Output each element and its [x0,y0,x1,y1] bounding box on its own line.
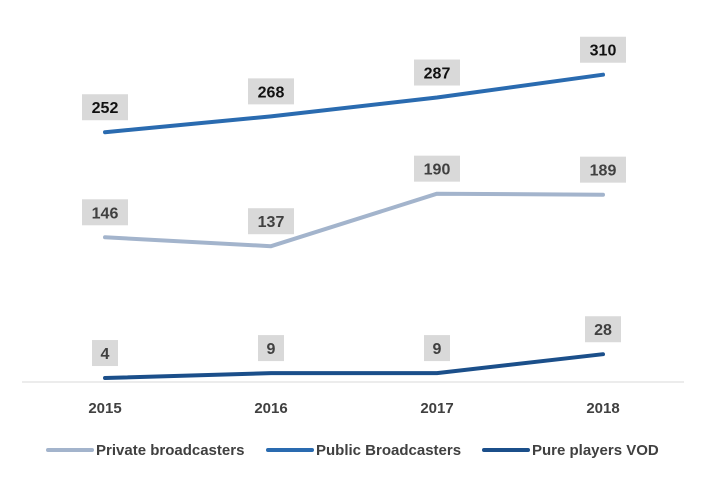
legend-item-private-broadcasters: Private broadcasters [46,442,244,459]
data-label-private-broadcasters-2018: 189 [580,156,626,183]
data-label-private-broadcasters-2015: 146 [82,199,128,226]
series-lines [103,72,605,380]
data-label-box [580,36,626,63]
data-label-box [92,340,118,367]
data-label-box [248,208,294,235]
data-label-value: 268 [258,84,285,101]
legend-item-pure-players-vod: Pure players VOD [482,442,659,459]
series-line-public-broadcasters [103,72,605,135]
data-label-value: 252 [92,100,119,117]
x-tick-label: 2018 [586,400,619,417]
data-label-box [82,94,128,121]
data-label-box [414,155,460,182]
series-line-private-broadcasters [103,191,605,249]
data-label-box [248,78,294,105]
data-label-value: 137 [258,214,285,231]
x-tick-label: 2016 [254,400,287,417]
data-label-pure-players-vod-2016: 9 [258,335,284,362]
legend: Private broadcasters Public Broadcasters P… [46,442,659,459]
legend-label: Pure players VOD [532,442,659,459]
data-label-private-broadcasters-2017: 190 [414,155,460,182]
data-label-box [82,199,128,226]
data-label-value: 28 [594,322,612,339]
series-line-pure-players-vod [103,352,605,380]
data-label-public-broadcasters-2018: 310 [580,36,626,63]
legend-label: Public Broadcasters [316,442,461,459]
data-label-public-broadcasters-2017: 287 [414,59,460,86]
data-label-value: 146 [92,205,119,222]
data-label-public-broadcasters-2016: 268 [248,78,294,105]
data-label-pure-players-vod-2015: 4 [92,340,118,367]
data-label-pure-players-vod-2018: 28 [585,316,621,343]
data-label-value: 9 [433,341,442,358]
x-axis-tick-labels: 2015 2016 2017 2018 [88,400,619,417]
x-tick-label: 2015 [88,400,121,417]
data-label-box [414,59,460,86]
data-label-value: 190 [424,162,451,179]
data-label-pure-players-vod-2017: 9 [424,335,450,362]
data-label-value: 310 [590,43,617,60]
data-label-private-broadcasters-2016: 137 [248,208,294,235]
legend-label: Private broadcasters [96,442,244,459]
data-label-box [258,335,284,362]
data-label-value: 287 [424,66,451,83]
data-label-box [585,316,621,343]
x-tick-label: 2017 [420,400,453,417]
data-label-public-broadcasters-2015: 252 [82,94,128,121]
legend-item-public-broadcasters: Public Broadcasters [266,442,461,459]
data-label-box [424,335,450,362]
data-label-box [580,156,626,183]
data-label-value: 189 [590,163,617,180]
data-label-value: 4 [101,346,110,363]
data-label-value: 9 [267,341,276,358]
data-labels: 146 137 190 189 252 268 287 310 4 9 9 28 [82,36,626,367]
